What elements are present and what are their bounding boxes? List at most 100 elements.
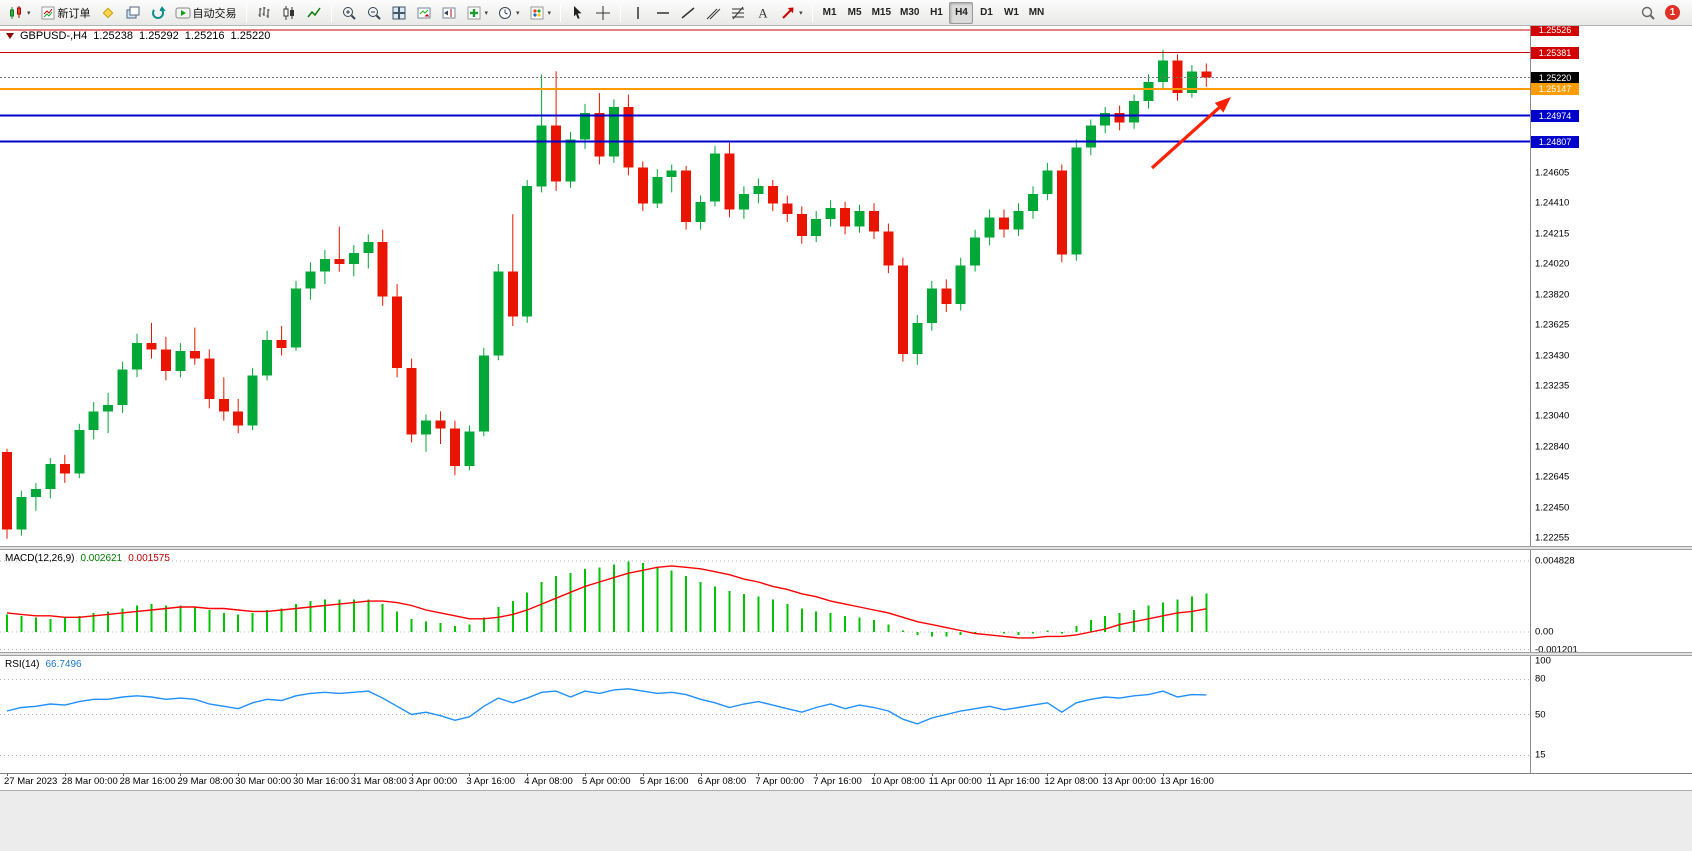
dropdown-arrow-icon: ▾ bbox=[516, 9, 520, 17]
new-order-icon bbox=[40, 5, 56, 21]
time-tick bbox=[642, 773, 644, 776]
bottom-dock bbox=[0, 790, 1692, 851]
price-line-label: 1.24807 bbox=[1531, 135, 1579, 148]
line-chart-button[interactable] bbox=[302, 2, 326, 24]
time-axis-label: 6 Apr 08:00 bbox=[697, 776, 747, 787]
new-chart-button[interactable]: ▾ bbox=[4, 2, 35, 24]
timeframe-m5[interactable]: M5 bbox=[843, 2, 867, 24]
profiles-button[interactable] bbox=[121, 2, 145, 24]
price-line-label: 1.25381 bbox=[1531, 46, 1579, 59]
price-scale[interactable]: 1.24605 1.24410 1.24215 1.24020 1.23820 1.236… bbox=[1530, 24, 1692, 773]
time-axis-label: 7 Apr 16:00 bbox=[813, 776, 862, 787]
toolbar-separator bbox=[811, 3, 813, 22]
horizontal-line-icon bbox=[655, 5, 671, 21]
auto-trading-button[interactable]: 自动交易 bbox=[171, 2, 241, 24]
dropdown-arrow-icon: ▾ bbox=[484, 9, 489, 17]
timeframe-d1-label: D1 bbox=[980, 7, 993, 18]
timeframe-m15[interactable]: M15 bbox=[868, 2, 895, 24]
toolbar-buttons: ▾ 新订单 自动交易 ▾ ▾ ▾ A ▾ M1 M5 M15 M30 H1 H4 D1 W1 MN bbox=[4, 0, 1640, 25]
timeframe-m15-label: M15 bbox=[871, 7, 892, 18]
time-tick bbox=[527, 773, 529, 776]
time-axis-label: 3 Apr 16:00 bbox=[466, 776, 515, 787]
auto-trading-icon bbox=[175, 5, 191, 21]
timeframe-h1[interactable]: H1 bbox=[924, 2, 948, 24]
macd-pane[interactable] bbox=[0, 550, 1530, 652]
crosshair-icon bbox=[595, 5, 611, 21]
fibonacci-button[interactable] bbox=[726, 2, 750, 24]
dropdown-arrow-icon: ▾ bbox=[547, 9, 552, 17]
notification-badge[interactable]: 1 bbox=[1665, 5, 1680, 20]
zoom-in-icon bbox=[341, 5, 357, 21]
rsi-pane[interactable] bbox=[0, 656, 1530, 773]
time-tick bbox=[989, 773, 991, 776]
periods-button[interactable]: ▾ bbox=[493, 2, 524, 24]
bar-chart-icon bbox=[256, 5, 272, 21]
bar-chart-button[interactable] bbox=[252, 2, 276, 24]
time-axis-label: 30 Mar 16:00 bbox=[293, 776, 349, 787]
tile-windows-button[interactable] bbox=[387, 2, 411, 24]
close-value: 1.25220 bbox=[230, 30, 271, 42]
new-order-button[interactable]: 新订单 bbox=[36, 2, 95, 24]
channel-button[interactable] bbox=[701, 2, 725, 24]
fibonacci-icon bbox=[730, 5, 746, 21]
time-tick bbox=[353, 773, 355, 776]
candles-icon bbox=[281, 5, 297, 21]
auto-scroll-button[interactable] bbox=[412, 2, 436, 24]
time-axis-label: 7 Apr 00:00 bbox=[755, 776, 804, 787]
metaeditor-icon bbox=[100, 5, 116, 21]
search-icon[interactable] bbox=[1640, 5, 1656, 21]
rsi-title: RSI(14) bbox=[5, 659, 40, 670]
arrows-button[interactable]: ▾ bbox=[776, 2, 807, 24]
text-button[interactable]: A bbox=[751, 2, 775, 24]
price-scale-label: 1.24215 bbox=[1535, 228, 1570, 240]
toolbar-right: 1 bbox=[1640, 5, 1688, 21]
time-axis-label: 30 Mar 00:00 bbox=[235, 776, 292, 787]
macd-value: 0.002621 bbox=[80, 553, 123, 564]
macd-scale-label: 0.004828 bbox=[1535, 555, 1575, 567]
auto-trading-button-label: 自动交易 bbox=[192, 7, 237, 20]
pane-separator[interactable] bbox=[0, 652, 1692, 656]
dropdown-arrow-icon: ▾ bbox=[799, 9, 803, 17]
price-scale-label: 1.24410 bbox=[1535, 197, 1570, 209]
vertical-line-button[interactable] bbox=[626, 2, 650, 24]
metaeditor-button[interactable] bbox=[96, 2, 120, 24]
cursor-button[interactable] bbox=[566, 2, 590, 24]
zoom-out-button[interactable] bbox=[362, 2, 386, 24]
new-order-button-label: 新订单 bbox=[57, 7, 91, 20]
chart-shift-button[interactable] bbox=[437, 2, 461, 24]
profiles-icon bbox=[125, 5, 141, 21]
pane-separator[interactable] bbox=[0, 546, 1692, 550]
rsi-label: RSI(14) 66.7496 bbox=[5, 659, 82, 670]
timeframe-h4[interactable]: H4 bbox=[949, 1, 974, 24]
horizontal-line-button[interactable] bbox=[651, 2, 675, 24]
price-scale-label: 1.24605 bbox=[1535, 167, 1570, 179]
timeframe-mn-label: MN bbox=[1028, 7, 1045, 18]
trendline-button[interactable] bbox=[676, 2, 700, 24]
trendline-icon bbox=[680, 5, 696, 21]
zoom-out-icon bbox=[366, 5, 382, 21]
time-axis[interactable]: 27 Mar 2023 28 Mar 00:00 28 Mar 16:00 29 Ma… bbox=[0, 773, 1530, 790]
time-axis-label: 28 Mar 00:00 bbox=[61, 776, 118, 787]
timeframe-m1[interactable]: M1 bbox=[818, 2, 842, 24]
chart-header: GBPUSD-,H4 1.25238 1.25292 1.25216 1.252… bbox=[6, 30, 270, 42]
timeframe-m30[interactable]: M30 bbox=[896, 2, 923, 24]
time-axis-line bbox=[0, 773, 1692, 774]
timeframe-w1[interactable]: W1 bbox=[999, 2, 1023, 24]
refresh-button[interactable] bbox=[146, 2, 170, 24]
tile-windows-icon bbox=[391, 5, 407, 21]
main-chart-pane[interactable] bbox=[0, 26, 1530, 546]
timeframe-w1-label: W1 bbox=[1003, 7, 1019, 18]
indicators-button[interactable]: ▾ bbox=[462, 2, 493, 24]
templates-button[interactable]: ▾ bbox=[525, 2, 556, 24]
toolbar-separator bbox=[330, 3, 332, 22]
candle-chart-button[interactable] bbox=[277, 2, 301, 24]
symbol-marker-icon bbox=[6, 33, 14, 39]
time-tick bbox=[816, 773, 818, 776]
price-scale-label: 1.22840 bbox=[1535, 441, 1570, 453]
price-scale-label: 1.23625 bbox=[1535, 319, 1570, 331]
zoom-in-button[interactable] bbox=[337, 2, 361, 24]
crosshair-button[interactable] bbox=[591, 2, 615, 24]
time-axis-label: 13 Apr 16:00 bbox=[1160, 776, 1214, 787]
timeframe-mn[interactable]: MN bbox=[1024, 2, 1048, 24]
timeframe-d1[interactable]: D1 bbox=[974, 2, 998, 24]
